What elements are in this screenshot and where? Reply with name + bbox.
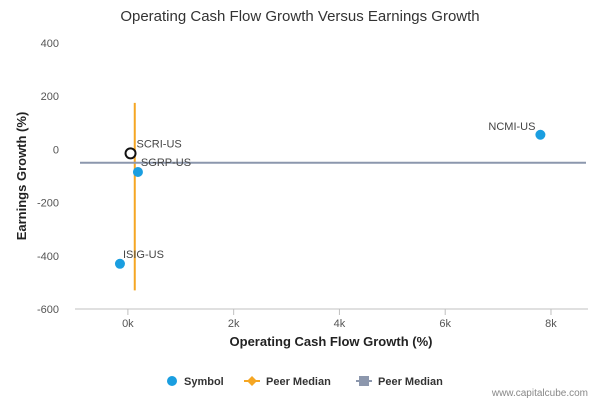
- data-point-ncmi-us[interactable]: [535, 129, 546, 140]
- peer-median-lines: [80, 102, 586, 291]
- legend-item-peer-median-orange[interactable]: Peer Median: [244, 376, 331, 388]
- legend-symbol-label: Symbol: [184, 376, 224, 388]
- y-tick-label: -200: [37, 198, 59, 210]
- data-label-sgrp-us: SGRP-US: [141, 157, 191, 169]
- legend-square-icon: [359, 376, 369, 386]
- data-point-sgrp-us[interactable]: [132, 167, 143, 178]
- x-axis-title: Operating Cash Flow Growth (%): [230, 334, 433, 349]
- x-tick-label: 4k: [334, 318, 346, 330]
- x-tick-label: 6k: [439, 318, 451, 330]
- y-tick-label: 200: [41, 91, 59, 103]
- y-tick-label: -400: [37, 251, 59, 263]
- legend-peer-median-gray-label: Peer Median: [378, 376, 443, 388]
- data-point-scri-us[interactable]: [124, 147, 137, 160]
- chart-title: Operating Cash Flow Growth Versus Earnin…: [120, 8, 479, 25]
- data-label-scri-us: SCRI-US: [137, 138, 182, 150]
- legend-item-peer-median-gray[interactable]: Peer Median: [356, 376, 443, 388]
- legend: Symbol Peer Median Peer Median: [167, 376, 443, 388]
- y-tick-label: 0: [53, 144, 59, 156]
- data-points: NCMI-US SGRP-US ISIG-US SCRI-US: [114, 121, 546, 269]
- legend-peer-median-orange-label: Peer Median: [266, 376, 331, 388]
- data-point-isig-us[interactable]: [114, 258, 125, 269]
- credit-text[interactable]: www.capitalcube.com: [491, 388, 588, 399]
- y-axis-title: Earnings Growth (%): [14, 112, 29, 241]
- y-tick-label: -600: [37, 304, 59, 316]
- legend-symbol-marker: [167, 376, 177, 386]
- y-tick-label: 400: [41, 38, 59, 50]
- x-tick-label: 2k: [228, 318, 240, 330]
- y-axis-ticks: 400 200 0 -200 -400 -600: [37, 38, 59, 316]
- legend-diamond-icon: [247, 376, 257, 386]
- x-axis-ticks: 0k 2k 4k 6k 8k: [122, 309, 557, 330]
- legend-item-symbol[interactable]: Symbol: [167, 376, 224, 388]
- data-label-isig-us: ISIG-US: [123, 249, 164, 261]
- x-tick-label: 0k: [122, 318, 134, 330]
- x-tick-label: 8k: [545, 318, 557, 330]
- data-label-ncmi-us: NCMI-US: [488, 121, 535, 133]
